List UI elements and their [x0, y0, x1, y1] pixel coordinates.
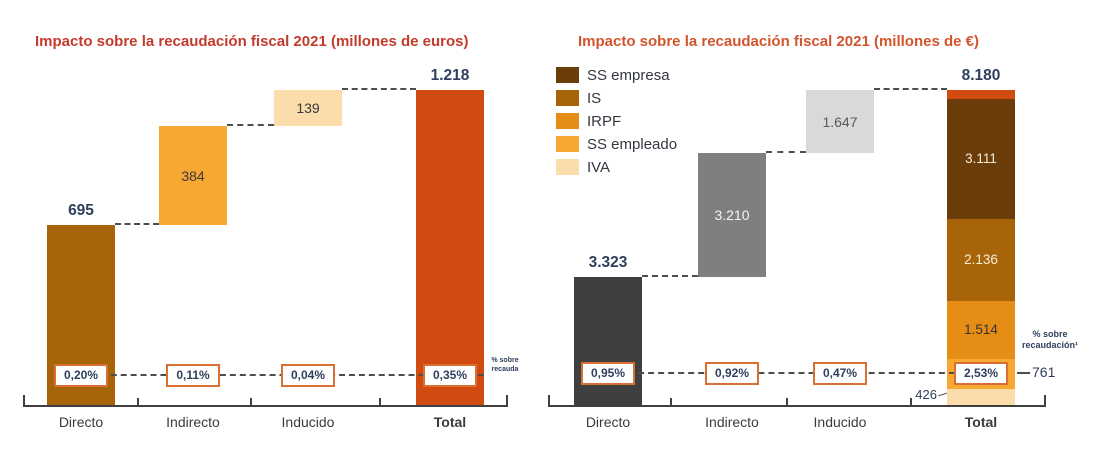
stack-segment-iva	[947, 388, 1015, 405]
bar-directo	[574, 277, 642, 405]
connector-tilde	[938, 392, 947, 397]
axis-tick	[670, 398, 672, 406]
category-label-directo: Directo	[585, 414, 631, 430]
waterfall-connector	[642, 275, 698, 278]
stack-segment-cap	[947, 90, 1015, 99]
category-label-total: Total	[964, 414, 998, 430]
legend-label: IS	[587, 90, 602, 107]
x-axis	[548, 405, 1046, 407]
legend-swatch-is	[556, 90, 579, 106]
axis-tick	[137, 398, 139, 406]
legend-label: IRPF	[587, 113, 622, 130]
percent-side-label-line: % sobre	[491, 357, 519, 364]
segment-value-label-right: 761	[1032, 364, 1056, 380]
percent-box: 0,04%	[281, 363, 335, 387]
segment-value-label: 3.111	[965, 150, 997, 166]
percent-side-label-line: recaudación¹	[1021, 339, 1079, 350]
axis-tick	[379, 398, 381, 406]
segment-value-label: 2.136	[964, 251, 998, 267]
legend-label: SS empresa	[587, 67, 670, 84]
percent-box: 2,53%	[954, 361, 1008, 385]
legend-swatch-iva	[556, 159, 579, 175]
axis-end-tick	[1044, 395, 1046, 406]
percent-side-label-line: % sobre	[1032, 329, 1068, 339]
bar-inducido	[806, 90, 874, 154]
legend-label: IVA	[587, 159, 611, 176]
connector-dash	[1017, 372, 1030, 374]
legend-swatch-ss-empleado	[556, 136, 579, 152]
bar-value-label: 3.323	[588, 254, 628, 272]
axis-end-tick	[23, 395, 25, 406]
percent-side-label-line: recauda	[491, 366, 519, 373]
waterfall-connector	[874, 88, 947, 90]
segment-value-label: 1.514	[964, 322, 998, 338]
stack-segment-is	[947, 218, 1015, 301]
axis-tick	[910, 398, 912, 406]
category-label-directo: Directo	[58, 414, 104, 430]
percent-box: 0,47%	[813, 361, 867, 385]
waterfall-connector	[342, 88, 416, 90]
axis-tick	[786, 398, 788, 406]
stack-segment-irpf	[947, 300, 1015, 360]
bar-value-label: 8.180	[961, 67, 1001, 84]
waterfall-connector	[766, 151, 806, 154]
legend-label: SS empleado	[587, 136, 678, 153]
axis-end-tick	[506, 395, 508, 406]
percent-box: 0,20%	[54, 363, 108, 387]
category-label-total: Total	[433, 414, 467, 430]
axis-end-tick	[548, 395, 550, 406]
category-label-indirecto: Indirecto	[166, 414, 220, 430]
percent-box: 0,95%	[581, 361, 635, 385]
percent-side-label: % sobre recaudación¹	[1004, 329, 1096, 350]
category-label-inducido: Inducido	[813, 414, 867, 430]
bar-value-label: 3.210	[714, 207, 750, 224]
stack-segment-ss-empresa	[947, 98, 1015, 219]
right-chart-title: Impacto sobre la recaudación fiscal 2021…	[578, 33, 979, 50]
legend-swatch-irpf	[556, 113, 579, 129]
bar-total	[416, 90, 484, 405]
waterfall-connector	[115, 223, 159, 226]
category-label-indirecto: Indirecto	[705, 414, 759, 430]
category-label-inducido: Inducido	[281, 414, 335, 430]
segment-value-label-left: 426	[915, 386, 937, 402]
axis-tick	[250, 398, 252, 406]
percent-dashed-line	[608, 372, 1005, 374]
percent-box: 0,11%	[166, 363, 220, 387]
bar-value-label: 139	[296, 99, 320, 116]
legend-swatch-ss-empresa	[556, 67, 579, 83]
percent-side-label: % sobre recauda	[482, 356, 528, 374]
bar-inducido	[274, 90, 342, 126]
percent-box: 0,35%	[423, 363, 477, 387]
percent-box: 0,92%	[705, 361, 759, 385]
waterfall-connector	[227, 123, 274, 126]
bar-value-label: 695	[68, 202, 94, 220]
bar-value-label: 1.647	[822, 113, 858, 130]
x-axis	[23, 405, 508, 407]
bar-indirecto	[698, 153, 766, 278]
bar-value-label: 1.218	[430, 67, 470, 84]
bar-indirecto	[159, 125, 227, 226]
bar-value-label: 384	[181, 167, 205, 184]
left-chart-title: Impacto sobre la recaudación fiscal 2021…	[35, 33, 469, 50]
